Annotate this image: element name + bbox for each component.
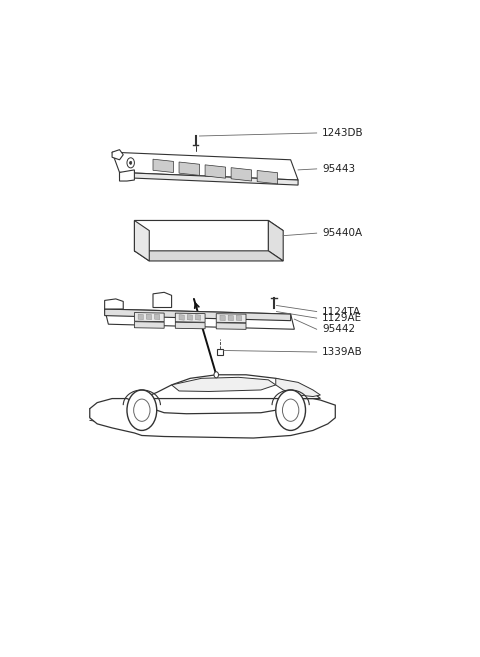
Polygon shape — [172, 377, 276, 392]
Polygon shape — [112, 150, 123, 160]
Polygon shape — [216, 323, 246, 329]
Circle shape — [130, 162, 132, 164]
Polygon shape — [105, 309, 294, 329]
Polygon shape — [175, 313, 205, 322]
Polygon shape — [138, 314, 144, 320]
Polygon shape — [187, 315, 192, 320]
Polygon shape — [105, 309, 290, 321]
Polygon shape — [134, 313, 164, 322]
Polygon shape — [112, 152, 298, 180]
Text: 95443: 95443 — [322, 164, 355, 174]
Polygon shape — [120, 170, 134, 181]
Text: 95442: 95442 — [322, 325, 355, 334]
Polygon shape — [205, 165, 226, 178]
Polygon shape — [231, 168, 252, 181]
Polygon shape — [155, 314, 160, 320]
Polygon shape — [105, 299, 123, 309]
Polygon shape — [134, 221, 283, 231]
Circle shape — [133, 399, 150, 421]
Polygon shape — [153, 159, 173, 173]
Circle shape — [276, 390, 305, 430]
Circle shape — [127, 390, 156, 430]
Circle shape — [282, 399, 299, 421]
Polygon shape — [134, 221, 149, 261]
Polygon shape — [276, 378, 321, 397]
Polygon shape — [268, 221, 283, 261]
Polygon shape — [134, 251, 283, 261]
Polygon shape — [195, 315, 201, 320]
Polygon shape — [134, 221, 268, 251]
Text: 95440A: 95440A — [322, 228, 362, 238]
Circle shape — [127, 158, 134, 168]
Polygon shape — [134, 322, 164, 328]
Polygon shape — [120, 172, 298, 185]
Polygon shape — [142, 374, 321, 399]
Text: 1124TA: 1124TA — [322, 307, 361, 317]
Polygon shape — [90, 399, 335, 438]
Polygon shape — [236, 315, 241, 321]
Polygon shape — [175, 322, 205, 328]
Text: 1243DB: 1243DB — [322, 128, 364, 138]
Text: 1339AB: 1339AB — [322, 347, 363, 357]
Text: 1129AE: 1129AE — [322, 313, 362, 323]
Polygon shape — [179, 162, 200, 175]
Polygon shape — [257, 171, 277, 184]
Polygon shape — [228, 315, 233, 321]
Polygon shape — [153, 292, 172, 307]
Polygon shape — [220, 315, 225, 321]
Polygon shape — [146, 314, 152, 320]
Circle shape — [214, 372, 218, 378]
Polygon shape — [179, 315, 184, 320]
Polygon shape — [216, 313, 246, 323]
